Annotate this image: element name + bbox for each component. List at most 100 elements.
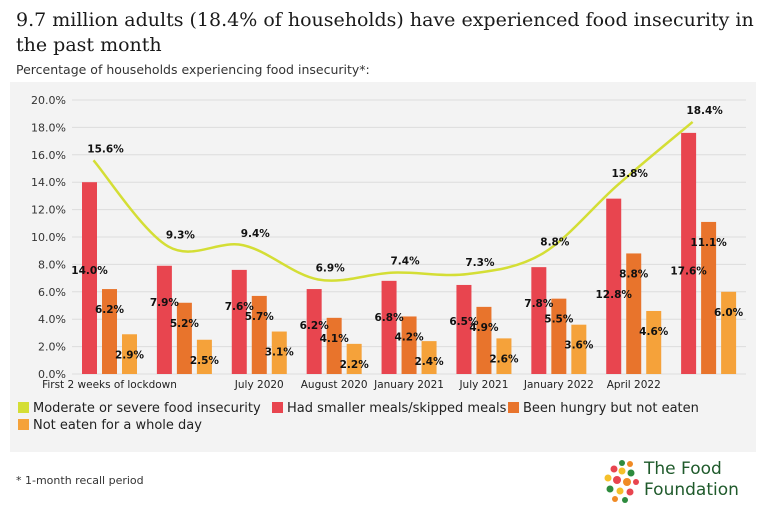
bar-data-label: 3.6%: [564, 340, 594, 352]
bar-hungry: [326, 317, 342, 374]
line-data-label: 7.4%: [390, 256, 420, 268]
line-data-label: 6.9%: [316, 262, 346, 274]
bar-data-label: 4.2%: [394, 331, 424, 343]
food-insecurity-chart: 0.0% 2.0% 4.0% 6.0% 8.0% 10.0% 12.0% 14.0% 16.0%…: [18, 94, 746, 433]
x-tick-label: August 2020: [301, 379, 368, 391]
bar-smaller-meals: [606, 198, 622, 374]
bar-whole-day: [496, 338, 512, 374]
x-tick-label: July 2020: [234, 379, 284, 391]
food-foundation-logo: The Food Foundation: [600, 455, 760, 510]
y-tick-label: 6.0%: [38, 286, 66, 299]
bar-data-label: 2.4%: [414, 356, 444, 368]
legend-label: Been hungry but not eaten: [523, 401, 699, 416]
bar-smaller-meals: [306, 289, 322, 374]
line-data-label: 15.6%: [87, 143, 124, 155]
bar-data-label: 17.6%: [670, 266, 707, 278]
bar-whole-day: [346, 343, 362, 374]
y-tick-label: 14.0%: [31, 176, 66, 189]
bar-hungry: [401, 316, 417, 374]
bar-smaller-meals: [381, 280, 397, 374]
chart-title: 9.7 million adults (18.4% of households)…: [16, 9, 754, 56]
plot-area: 0.0% 2.0% 4.0% 6.0% 8.0% 10.0% 12.0% 14.0% 16.0%…: [10, 82, 756, 452]
bar-smaller-meals: [681, 132, 697, 374]
bar-hungry: [701, 221, 717, 374]
legend-swatch: [18, 419, 29, 430]
bar-data-label: 4.1%: [320, 333, 350, 345]
logo-line-1: The Food: [644, 459, 722, 479]
bar-data-label: 2.5%: [190, 355, 220, 367]
bar-data-label: 3.1%: [265, 347, 295, 359]
bar-whole-day: [196, 339, 212, 374]
bar-data-label: 6.2%: [95, 304, 125, 316]
bar-whole-day: [721, 291, 737, 374]
bar-data-label: 2.9%: [115, 349, 145, 361]
bar-data-label: 6.2%: [300, 320, 330, 332]
line-data-label: 8.8%: [540, 236, 570, 248]
bar-smaller-meals: [231, 269, 247, 374]
bar-data-label: 5.2%: [170, 318, 200, 330]
y-tick-label: 0.0%: [38, 368, 66, 381]
bar-hungry: [102, 289, 117, 374]
bar-data-label: 7.9%: [150, 297, 180, 309]
legend-label: Not eaten for a whole day: [33, 418, 202, 433]
x-tick-label: April 2022: [607, 379, 661, 391]
y-tick-label: 2.0%: [38, 341, 66, 354]
bar-hungry: [476, 306, 492, 374]
legend-swatch: [18, 402, 29, 413]
logo-text: The Food Foundation: [644, 459, 739, 501]
y-tick-label: 20.0%: [31, 94, 66, 107]
bar-hungry: [626, 253, 642, 374]
bar-data-label: 4.6%: [639, 326, 669, 338]
y-tick-label: 12.0%: [31, 204, 66, 217]
footnote: * 1-month recall period: [16, 474, 144, 487]
bar-whole-day: [646, 310, 662, 374]
line-data-label: 9.3%: [166, 230, 196, 242]
bar-hungry: [251, 295, 267, 374]
x-tick-label: July 2021: [458, 379, 508, 391]
bar-whole-day: [421, 341, 437, 374]
bar-data-label: 4.9%: [469, 322, 499, 334]
line-data-label: 9.4%: [241, 228, 271, 240]
x-tick-label: January 2021: [373, 379, 444, 391]
food-foundation-logo-mark-icon: [604, 460, 639, 503]
bar-data-label: 14.0%: [71, 265, 108, 277]
bar-hungry: [176, 302, 192, 374]
line-data-label: 7.3%: [465, 257, 495, 269]
chart-subtitle: Percentage of households experiencing fo…: [16, 62, 370, 77]
bar-hungry: [551, 298, 567, 374]
bar-data-label: 8.8%: [619, 268, 649, 280]
legend-label: Moderate or severe food insecurity: [33, 401, 261, 416]
line-moderate-severe: [92, 120, 694, 282]
bar-data-label: 2.6%: [489, 353, 519, 365]
y-tick-label: 16.0%: [31, 149, 66, 162]
x-tick-label: January 2022: [523, 379, 594, 391]
x-tick-label: First 2 weeks of lockdown: [42, 379, 177, 391]
bar-whole-day: [571, 324, 587, 374]
legend-swatch: [272, 402, 283, 413]
y-tick-label: 8.0%: [38, 258, 66, 271]
line-data-label: 18.4%: [686, 105, 723, 117]
bar-data-label: 11.1%: [690, 237, 727, 249]
logo-line-2: Foundation: [644, 480, 739, 500]
bar-data-label: 6.0%: [714, 307, 744, 319]
bar-smaller-meals: [456, 284, 472, 374]
legend-swatch: [508, 402, 519, 413]
y-tick-label: 4.0%: [38, 313, 66, 326]
bar-data-label: 5.5%: [544, 314, 574, 326]
y-tick-label: 10.0%: [31, 231, 66, 244]
line-data-label: 13.8%: [612, 168, 649, 180]
bar-data-label: 6.5%: [449, 316, 479, 328]
bar-whole-day: [271, 331, 287, 374]
bar-data-label: 6.8%: [374, 312, 404, 324]
bar-data-label: 12.8%: [596, 289, 633, 301]
legend-label: Had smaller meals/skipped meals: [287, 401, 507, 416]
y-tick-label: 18.0%: [31, 121, 66, 134]
bar-whole-day: [122, 334, 137, 374]
bar-data-label: 7.8%: [524, 298, 554, 310]
bar-data-label: 7.6%: [225, 301, 255, 313]
bar-smaller-meals: [156, 265, 172, 374]
bar-smaller-meals: [82, 182, 97, 374]
bar-data-label: 5.7%: [245, 311, 275, 323]
bar-smaller-meals: [531, 267, 547, 374]
bar-data-label: 2.2%: [340, 359, 370, 371]
